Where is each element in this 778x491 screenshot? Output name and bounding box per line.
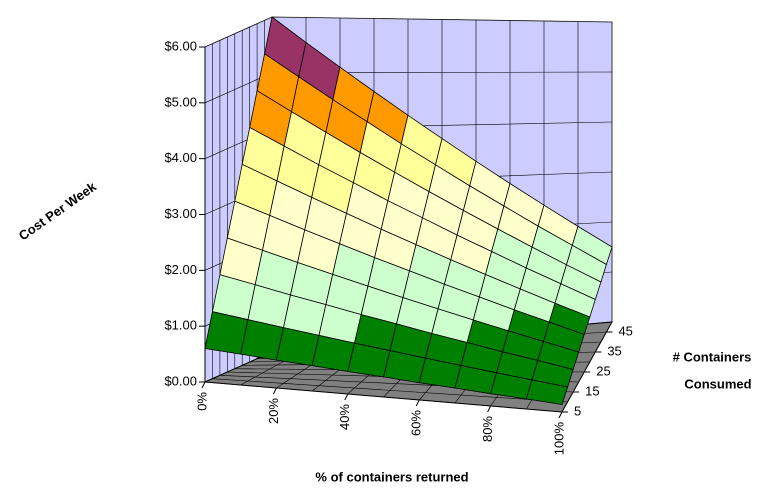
z-axis-label: # Containers (673, 349, 752, 364)
x-tick (344, 393, 349, 401)
z-tick-label: 45 (618, 323, 632, 338)
x-axis-label: % of containers returned (315, 469, 468, 484)
x-tick (558, 411, 563, 419)
x-tick (272, 387, 277, 395)
y-tick-label: $1.00 (164, 318, 197, 333)
x-tick-label: 20% (266, 398, 281, 424)
z-tick-label: 5 (574, 403, 581, 418)
y-tick-label: $4.00 (164, 150, 197, 165)
x-tick (487, 405, 492, 413)
x-tick-label: 0% (194, 392, 209, 411)
z-axis-label: Consumed (684, 376, 751, 391)
surface-cell (204, 311, 249, 355)
x-tick-label: 80% (480, 416, 495, 442)
z-tick-label: 25 (596, 363, 610, 378)
y-tick-label: $6.00 (164, 38, 197, 53)
x-tick (201, 381, 206, 389)
surface-cell (525, 379, 568, 405)
y-tick-label: $3.00 (164, 206, 197, 221)
z-tick-label: 15 (585, 383, 599, 398)
x-tick-label: 60% (409, 410, 424, 436)
x-tick-label: 40% (337, 404, 352, 430)
y-tick-label: $5.00 (164, 94, 197, 109)
x-tick (415, 399, 420, 407)
x-tick-label: 100% (551, 422, 566, 456)
y-tick-label: $2.00 (164, 262, 197, 277)
z-tick-label: 35 (607, 343, 621, 358)
y-tick-label: $0.00 (164, 373, 197, 388)
y-axis-label: Cost Per Week (16, 179, 100, 244)
